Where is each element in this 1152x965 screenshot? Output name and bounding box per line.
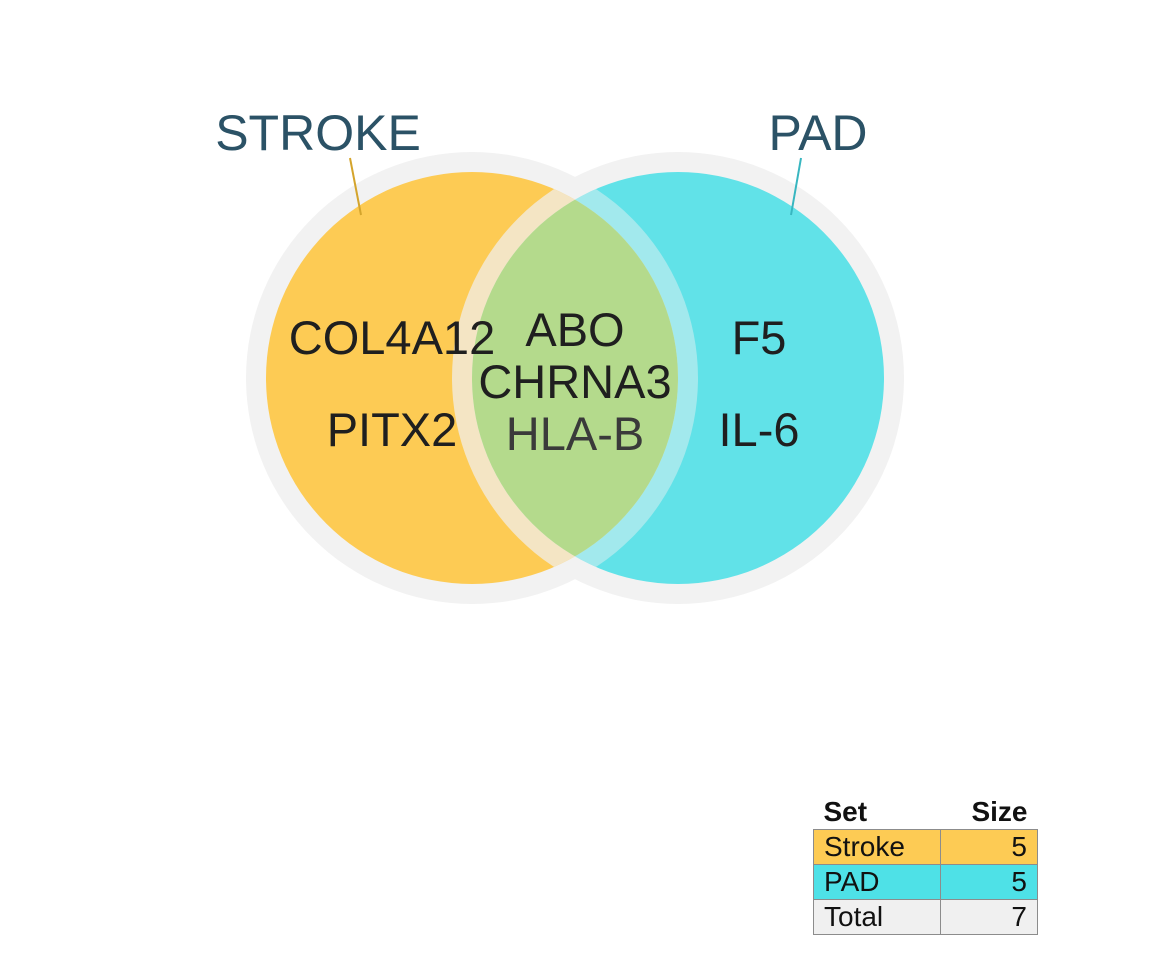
table-cell-set: Total <box>813 899 941 935</box>
set-size-table: Set Size Stroke 5 PAD 5 Total 7 <box>813 795 1038 935</box>
stroke-title-pointer <box>349 157 362 216</box>
table-row-pad: PAD 5 <box>813 864 1038 900</box>
gene-label-hla-b: HLA-B <box>506 407 644 460</box>
table-header-row: Set Size <box>814 795 1038 830</box>
table-cell-set: PAD <box>813 864 941 900</box>
pad-title-pointer <box>790 157 802 216</box>
table-row-total: Total 7 <box>813 899 1038 935</box>
gene-label-chrna3: CHRNA3 <box>478 355 671 408</box>
table-cell-size: 7 <box>940 899 1038 935</box>
gene-label-il6: IL-6 <box>719 403 800 456</box>
table-header-size: Size <box>971 796 1028 827</box>
pad-set-title: PAD <box>768 105 867 161</box>
table-header-set: Set <box>823 796 868 827</box>
table-cell-size: 5 <box>940 864 1038 900</box>
gene-label-abo: ABO <box>525 303 624 356</box>
table-cell-size: 5 <box>940 829 1038 865</box>
stroke-set-title: STROKE <box>215 105 421 161</box>
gene-label-f5: F5 <box>732 311 787 364</box>
intersection-region <box>472 172 678 584</box>
gene-label-col4a12: COL4A12 <box>289 311 495 364</box>
table-cell-set: Stroke <box>813 829 941 865</box>
table-row-stroke: Stroke 5 <box>813 829 1038 865</box>
gene-label-pitx2: PITX2 <box>327 403 458 456</box>
